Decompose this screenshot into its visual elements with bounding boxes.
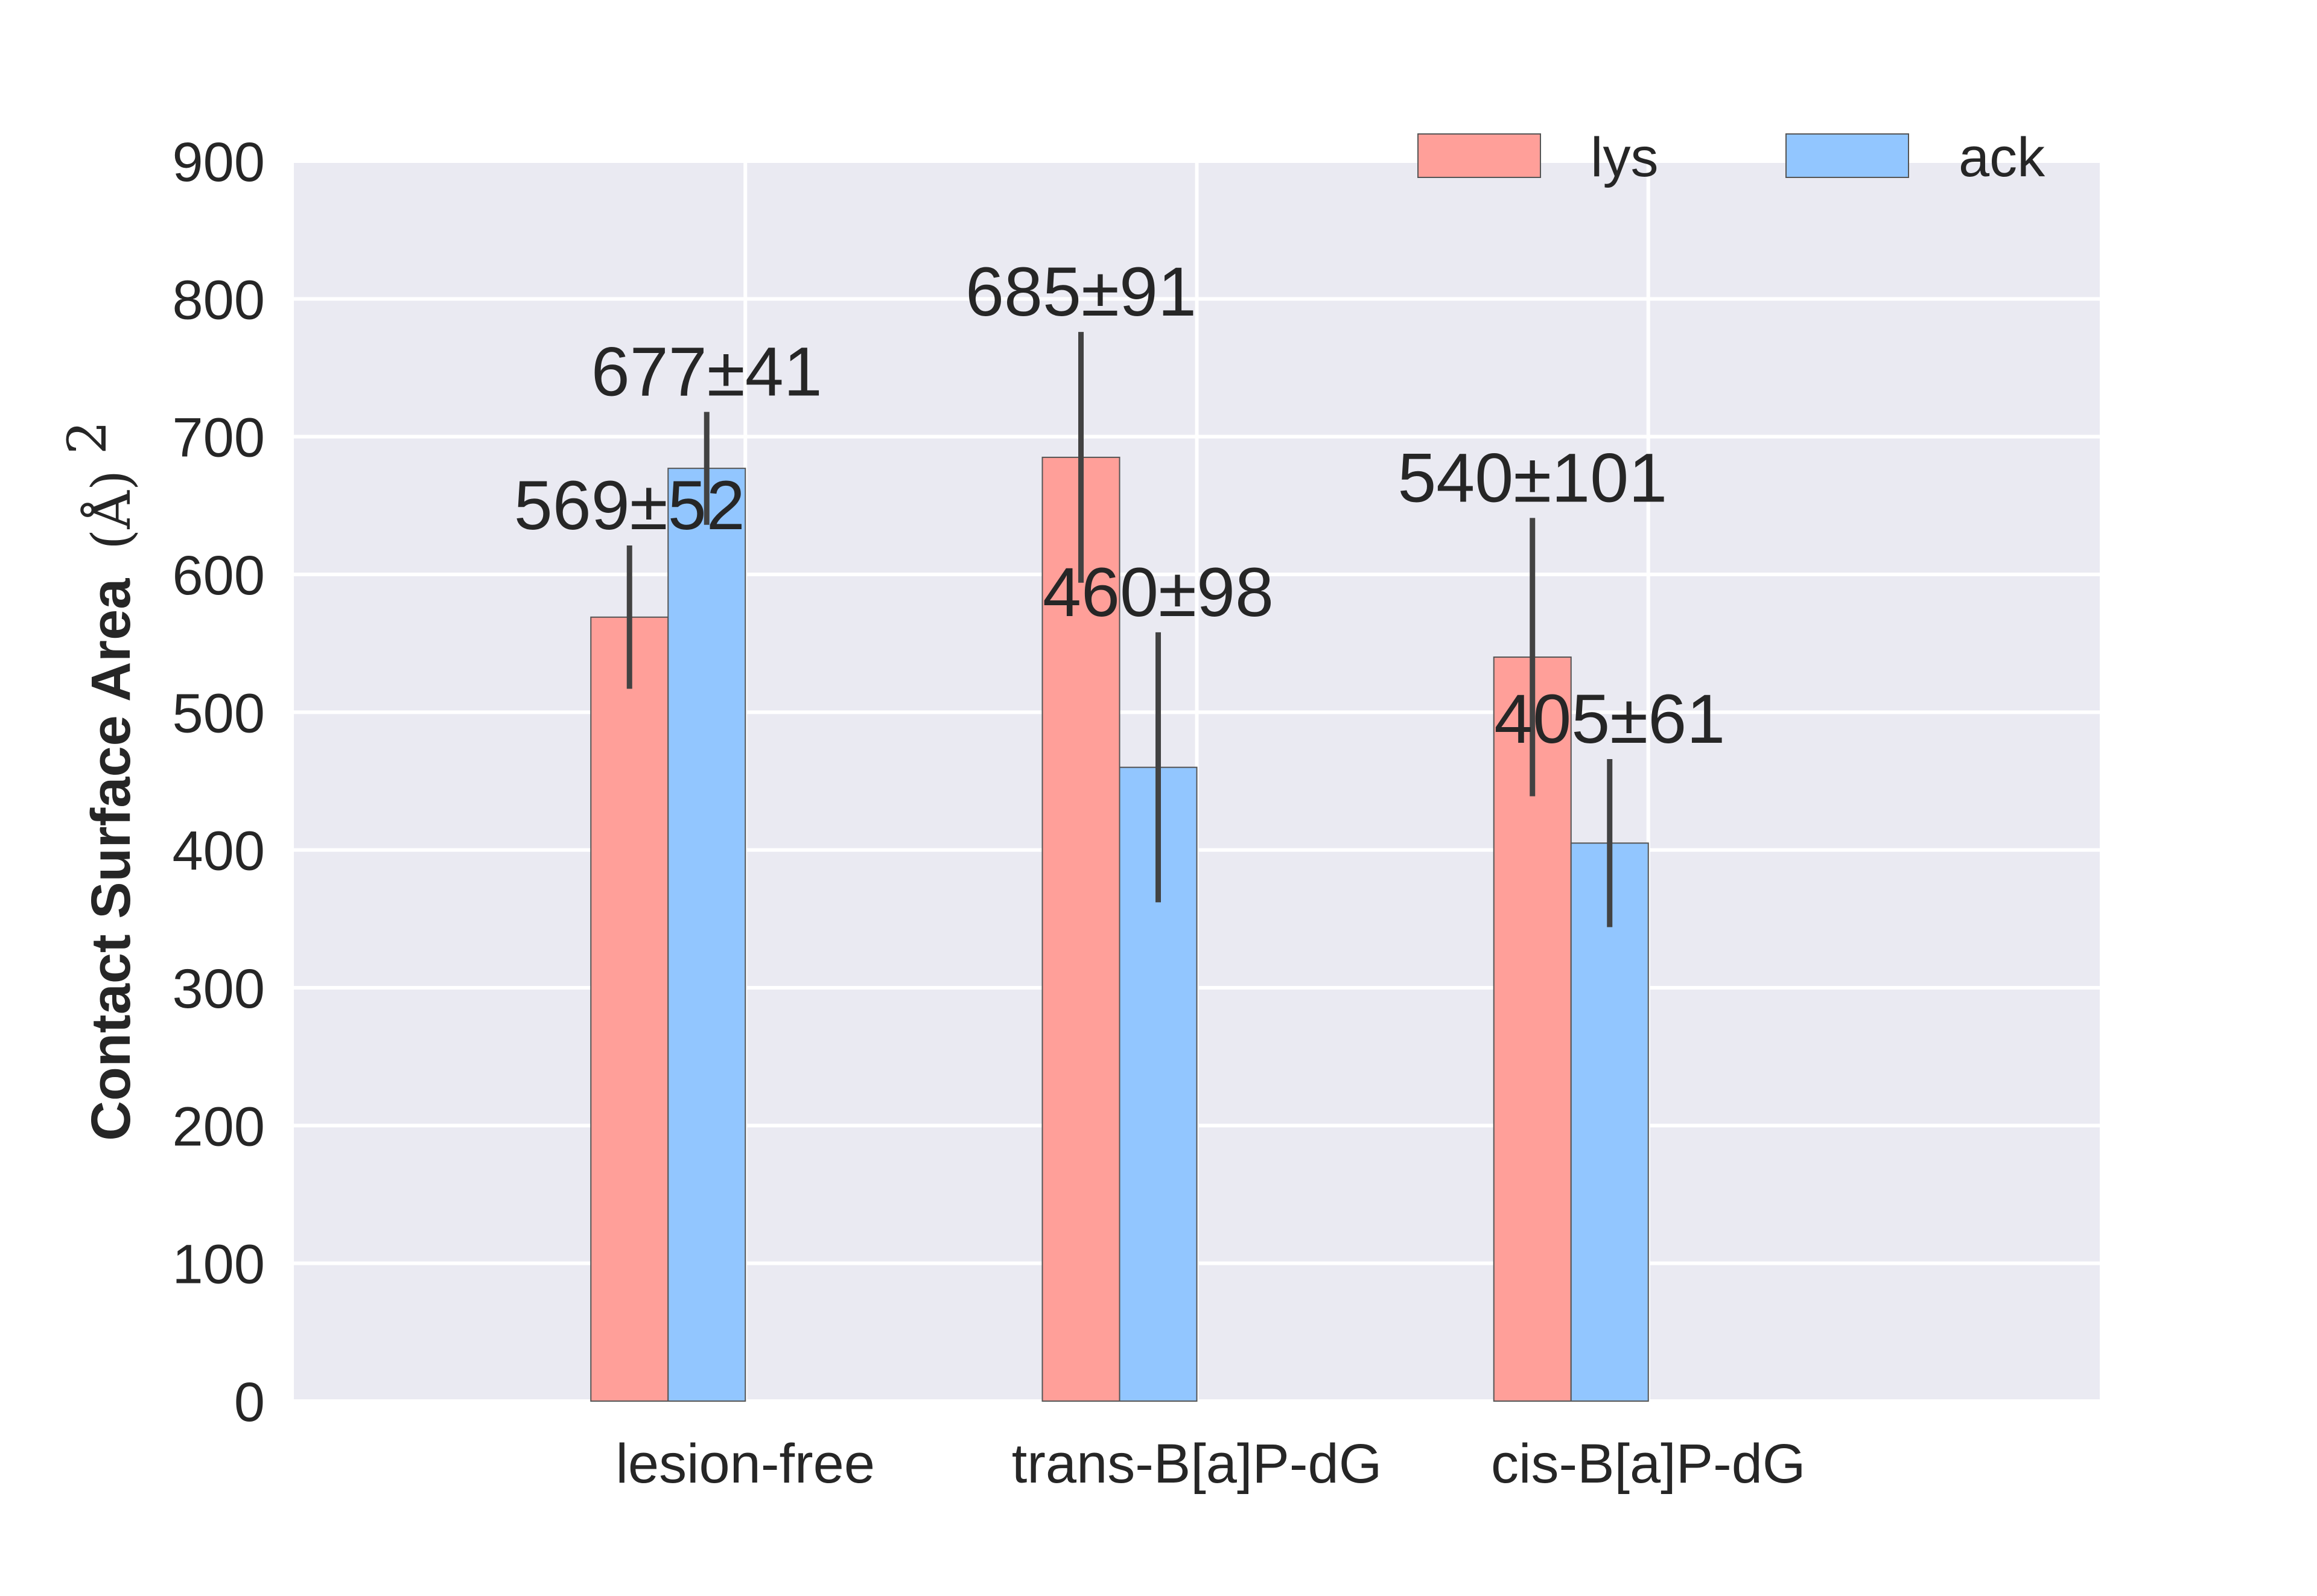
x-tick-label-2: cis-B[a]P-dG <box>1491 1433 1805 1495</box>
bar-lys-0 <box>590 616 669 1402</box>
y-tick-label-4: 400 <box>173 821 265 882</box>
y-tick-label-0: 0 <box>234 1372 265 1433</box>
y-axis-unit: (Å) <box>80 470 142 550</box>
y-tick-label-9: 900 <box>173 132 265 193</box>
data-label-ack-2: 405±61 <box>1494 681 1725 758</box>
legend-label-lys: lys <box>1591 127 1658 188</box>
x-tick-label-1: trans-B[a]P-dG <box>1012 1433 1382 1495</box>
bar-ack-0 <box>667 468 746 1402</box>
y-tick-label-8: 800 <box>173 269 265 331</box>
legend-swatch-ack <box>1785 133 1909 178</box>
bars <box>590 456 1649 1402</box>
error-bars <box>626 332 1613 927</box>
y-tick-label-6: 600 <box>173 545 265 606</box>
y-tick-label-2: 200 <box>173 1096 265 1157</box>
data-label-ack-0: 677±41 <box>591 334 822 411</box>
legend: lys ack <box>1417 127 2045 188</box>
legend-swatch-lys <box>1417 133 1541 178</box>
data-label-ack-1: 460±98 <box>1043 554 1274 631</box>
y-tick-label-1: 100 <box>173 1234 265 1296</box>
x-axis-ticks: lesion-free trans-B[a]P-dG cis-B[a]P-dG <box>615 1433 1805 1495</box>
bar-ack-2 <box>1570 842 1649 1402</box>
y-axis-title-text: Contact Surface Area <box>80 578 142 1141</box>
x-tick-label-0: lesion-free <box>615 1433 875 1495</box>
data-labels: 569±52 685±91 540±101 677±41 460±98 405±61 <box>514 253 1725 758</box>
y-axis-title: Contact Surface Area (Å) 2 <box>56 421 142 1141</box>
y-tick-label-7: 700 <box>173 407 265 469</box>
y-tick-label-5: 500 <box>173 682 265 744</box>
y-tick-label-3: 300 <box>173 958 265 1020</box>
data-label-lys-0: 569±52 <box>514 467 745 544</box>
data-label-lys-1: 685±91 <box>965 253 1197 331</box>
y-axis-unit-superscript: 2 <box>56 421 118 454</box>
y-axis-ticks: 0 100 200 300 400 500 600 700 800 900 <box>173 132 265 1433</box>
data-label-lys-2: 540±101 <box>1397 439 1667 517</box>
bar-lys-1 <box>1041 456 1120 1402</box>
bar-lys-2 <box>1493 657 1572 1402</box>
legend-label-ack: ack <box>1959 127 2045 188</box>
